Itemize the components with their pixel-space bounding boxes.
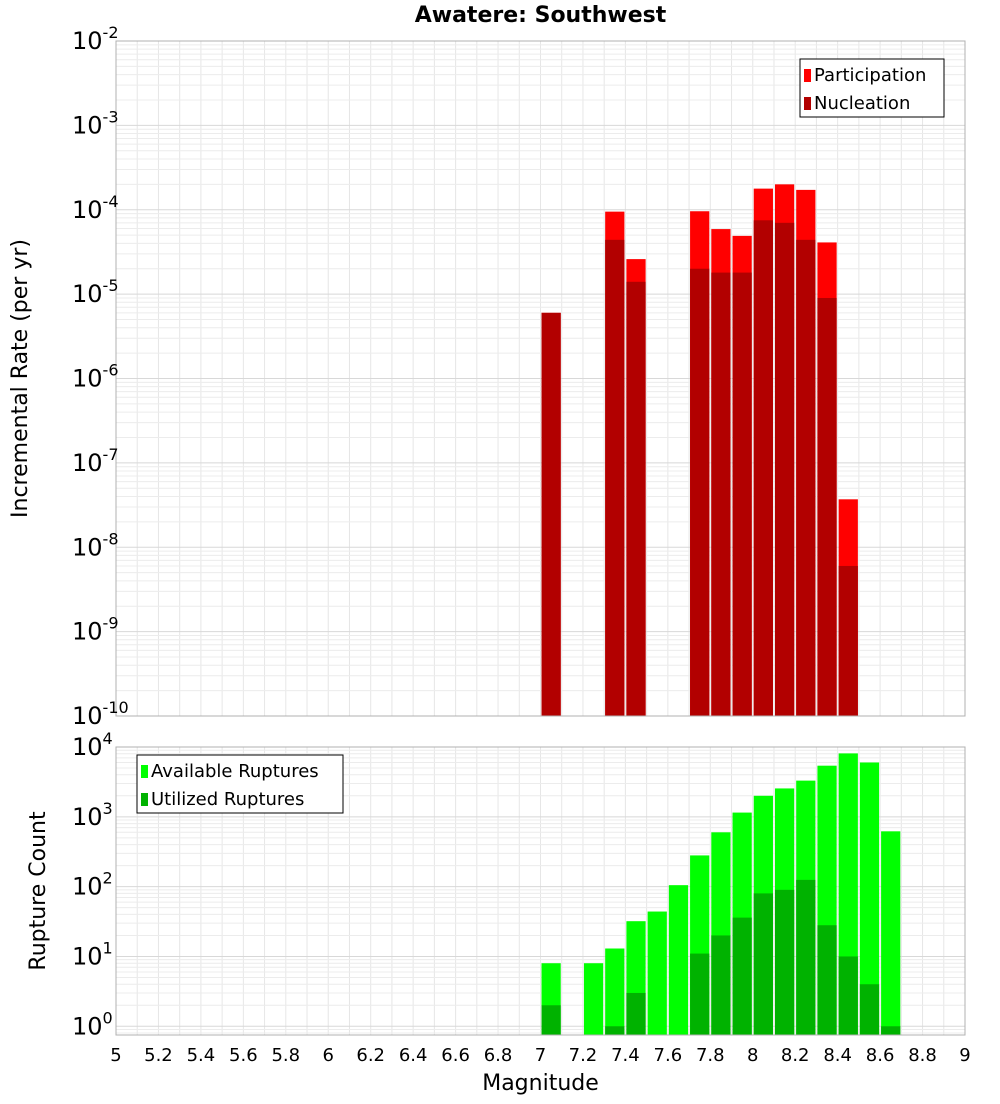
y-tick-labels: 10-10 10-9 10-8 10-7 10-6 10-5 10-4 10-3 10-2: [72, 23, 129, 730]
y-tick-label: 10-8: [72, 529, 119, 561]
y-tick-label: 10-3: [72, 107, 119, 139]
legend-swatch: [141, 793, 148, 806]
x-tick-label: 8.8: [908, 1045, 937, 1066]
legend-label: Nucleation: [814, 93, 910, 114]
y-tick-label: 10-2: [72, 23, 119, 55]
bar-nucleation: [605, 239, 625, 716]
y-tick-label: 102: [72, 869, 113, 901]
x-tick-label: 8.4: [823, 1045, 852, 1066]
rate-panel: 10-10 10-9 10-8 10-7 10-6 10-5 10-4 10-3 10-2 Awa…: [8, 3, 966, 730]
y-tick-label: 10-9: [72, 614, 119, 646]
y-tick-label: 10-7: [72, 445, 119, 477]
bar-utilized-ruptures: [690, 953, 710, 1035]
bar-nucleation: [541, 312, 561, 716]
x-tick-label: 6.8: [484, 1045, 513, 1066]
legend-swatch: [804, 97, 811, 110]
plot-layer: 10-10 10-9 10-8 10-7 10-6 10-5 10-4 10-3 10-2 Awa…: [8, 3, 971, 1096]
y-tick-label: 104: [72, 729, 113, 761]
legend-swatch: [804, 69, 811, 82]
legend-swatch: [141, 765, 148, 778]
bar-utilized-ruptures: [541, 1005, 561, 1035]
x-tick-label: 6.6: [441, 1045, 470, 1066]
bar-nucleation: [774, 222, 795, 716]
bar-available-ruptures: [859, 762, 880, 1035]
x-tick-labels: 5 5.2 5.4 5.6 5.8 6 6.2 6.4 6.6 6.8 7 7.2 7.4 7.6 7.8 8…: [110, 1045, 970, 1066]
bar-utilized-ruptures: [605, 1026, 625, 1035]
x-tick-label: 9: [959, 1045, 970, 1066]
bar-nucleation: [690, 268, 710, 716]
bar-utilized-ruptures: [881, 1026, 901, 1035]
plot-frame: [115, 40, 966, 717]
legend: Available Ruptures Utilized Ruptures: [136, 754, 344, 814]
bar-nucleation: [838, 565, 858, 716]
bar-utilized-ruptures: [774, 889, 795, 1035]
y-tick-label: 101: [72, 938, 113, 970]
x-tick-label: 8.2: [781, 1045, 810, 1066]
plot-frame: [115, 746, 966, 1036]
x-tick-label: 5: [110, 1045, 121, 1066]
legend-box: [136, 754, 344, 814]
legend-label: Available Ruptures: [151, 761, 319, 782]
count-panel: 100 101 102 103 104 Rupture Count 5 5.2 5.4 5.6 5.…: [26, 729, 971, 1096]
legend: Participation Nucleation: [799, 58, 945, 118]
bar-available-ruptures: [647, 911, 667, 1035]
x-tick-label: 8: [747, 1045, 758, 1066]
bar-available-ruptures: [583, 963, 604, 1035]
x-tick-label: 6.2: [356, 1045, 385, 1066]
x-tick-label: 7: [535, 1045, 546, 1066]
chart-title: Awatere: Southwest: [415, 3, 667, 28]
x-tick-label: 7.8: [696, 1045, 725, 1066]
x-tick-label: 6: [323, 1045, 334, 1066]
y-tick-label: 100: [72, 1008, 113, 1040]
bar-utilized-ruptures: [626, 992, 646, 1035]
x-tick-label: 5.2: [144, 1045, 173, 1066]
bar-utilized-ruptures: [859, 984, 880, 1035]
y-tick-label: 10-6: [72, 361, 119, 393]
bar-utilized-ruptures: [732, 917, 752, 1035]
legend-label: Utilized Ruptures: [151, 789, 304, 810]
bar-nucleation: [753, 220, 773, 717]
y-axis-label: Rupture Count: [26, 811, 51, 971]
bar-available-ruptures: [668, 885, 689, 1035]
legend-label: Participation: [814, 65, 926, 86]
x-tick-label: 5.8: [271, 1045, 300, 1066]
bar-nucleation: [711, 272, 731, 716]
bar-nucleation: [817, 297, 837, 716]
y-tick-labels: 100 101 102 103 104: [72, 729, 113, 1040]
y-tick-label: 10-5: [72, 276, 119, 308]
series-utilized-ruptures: [541, 879, 901, 1035]
bar-nucleation: [732, 272, 752, 716]
bar-available-ruptures: [605, 948, 625, 1035]
bar-utilized-ruptures: [817, 925, 837, 1035]
bar-nucleation: [796, 239, 816, 716]
x-tick-label: 5.6: [229, 1045, 258, 1066]
x-axis-label: Magnitude: [482, 1071, 599, 1096]
x-tick-label: 7.6: [654, 1045, 683, 1066]
series-nucleation: [541, 220, 858, 717]
bar-utilized-ruptures: [711, 935, 731, 1035]
y-tick-label: 10-10: [72, 698, 129, 730]
x-tick-label: 6.4: [399, 1045, 428, 1066]
bar-utilized-ruptures: [753, 893, 773, 1035]
y-tick-label: 10-4: [72, 192, 119, 224]
grid: [115, 40, 966, 717]
bar-available-ruptures: [881, 831, 901, 1035]
bar-utilized-ruptures: [796, 879, 816, 1035]
y-axis-label: Incremental Rate (per yr): [8, 239, 33, 518]
x-tick-label: 7.2: [569, 1045, 598, 1066]
x-tick-label: 7.4: [611, 1045, 640, 1066]
x-tick-label: 5.4: [187, 1045, 216, 1066]
x-tick-label: 8.6: [866, 1045, 895, 1066]
bar-nucleation: [626, 281, 646, 716]
legend-box: [799, 58, 945, 118]
bar-utilized-ruptures: [838, 956, 858, 1035]
y-tick-label: 103: [72, 799, 113, 831]
